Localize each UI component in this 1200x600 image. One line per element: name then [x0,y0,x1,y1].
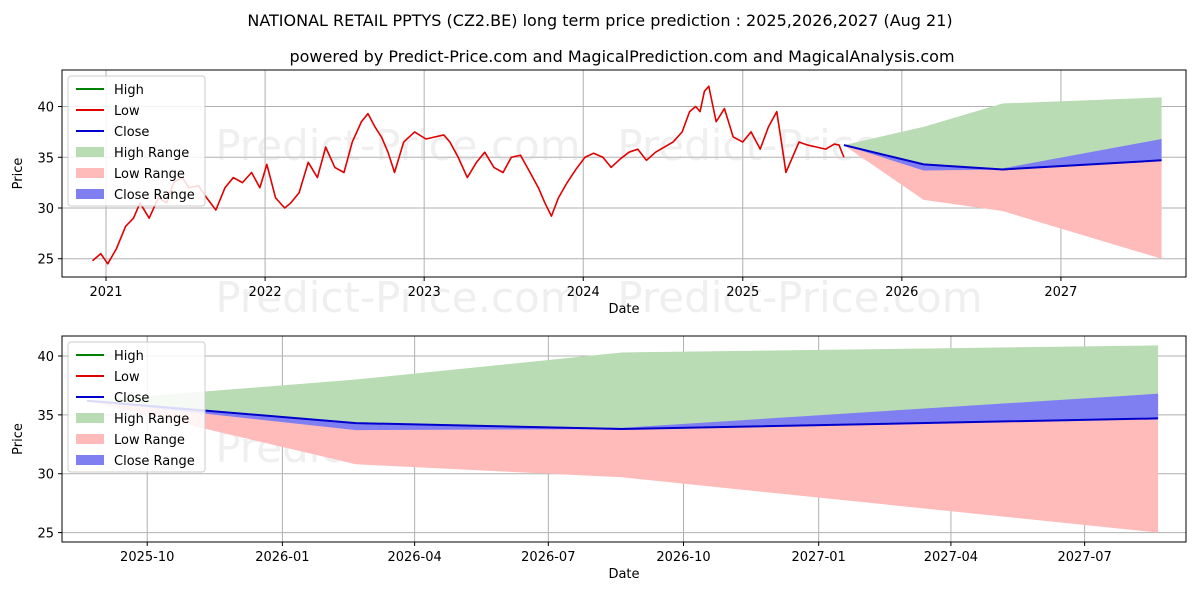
y-tick-label: 25 [37,253,54,268]
x-tick-label: 2027-07 [1057,550,1111,565]
legend-label: High [114,83,144,98]
low-price-history-line [91,85,845,265]
x-tick-label: 2026-07 [521,550,575,565]
legend-label: High Range [114,412,189,427]
x-tick-label: 2026 [885,285,918,300]
bottom-panel: Predict-Price.comPredict-Price.com2025-1… [11,335,1187,582]
legend-label: High [114,349,144,364]
plot-frame [61,69,1187,278]
legend-label: Low [114,370,140,385]
legend-label: Close [114,391,149,406]
legend-label: Close Range [114,454,195,469]
low-range-band [86,400,1159,533]
watermark-text: Predict-Price.com [215,273,580,322]
close-range-band [86,393,1159,431]
x-tick-label: 2027-04 [924,550,978,565]
y-tick-label: 35 [37,151,54,166]
chart-title: NATIONAL RETAIL PPTYS (CZ2.BE) long term… [247,11,952,30]
x-tick-label: 2025-10 [120,550,174,565]
legend-label: Close [114,125,149,140]
plot-frame [61,335,1187,543]
y-axis-label: Price [11,158,26,190]
chart-subtitle: powered by Predict-Price.com and Magical… [289,47,954,66]
x-tick-label: 2026-01 [255,550,309,565]
x-tick-label: 2025 [726,285,759,300]
y-tick-label: 35 [37,409,54,424]
legend-label: Low Range [114,433,185,448]
legend-swatch [76,455,104,465]
legend-swatch [76,434,104,444]
legend-label: Close Range [114,188,195,203]
watermark-text: Predict-Price.com [617,273,982,322]
legend-swatch [76,189,104,199]
x-tick-label: 2026-04 [387,550,441,565]
x-tick-label: 2027 [1044,285,1077,300]
low-range-band [843,145,1162,259]
y-tick-label: 25 [37,527,54,542]
x-axis-label: Date [608,302,639,317]
y-tick-label: 40 [37,350,54,365]
legend-swatch [76,168,104,178]
y-axis-label: Price [11,423,26,455]
high-range-band [843,97,1162,170]
y-tick-label: 30 [37,202,54,217]
x-tick-label: 2023 [408,285,441,300]
close-forecast-line [86,399,1159,430]
x-tick-label: 2022 [249,285,282,300]
y-tick-label: 30 [37,468,54,483]
close-range-band [843,139,1162,171]
legend-label: Low Range [114,167,185,182]
x-tick-label: 2027-01 [792,550,846,565]
y-tick-label: 40 [37,101,54,116]
top-panel: Predict-Price.com Predict-Price.comPredic… [11,69,1187,322]
x-tick-label: 2024 [567,285,600,300]
high-range-band [86,345,1159,429]
x-tick-label: 2021 [89,285,122,300]
x-tick-label: 2026-10 [656,550,710,565]
x-axis-label: Date [608,567,639,582]
legend-swatch [76,147,104,157]
legend-label: High Range [114,146,189,161]
close-forecast-line [843,144,1162,171]
legend-label: Low [114,104,140,119]
legend-swatch [76,413,104,423]
